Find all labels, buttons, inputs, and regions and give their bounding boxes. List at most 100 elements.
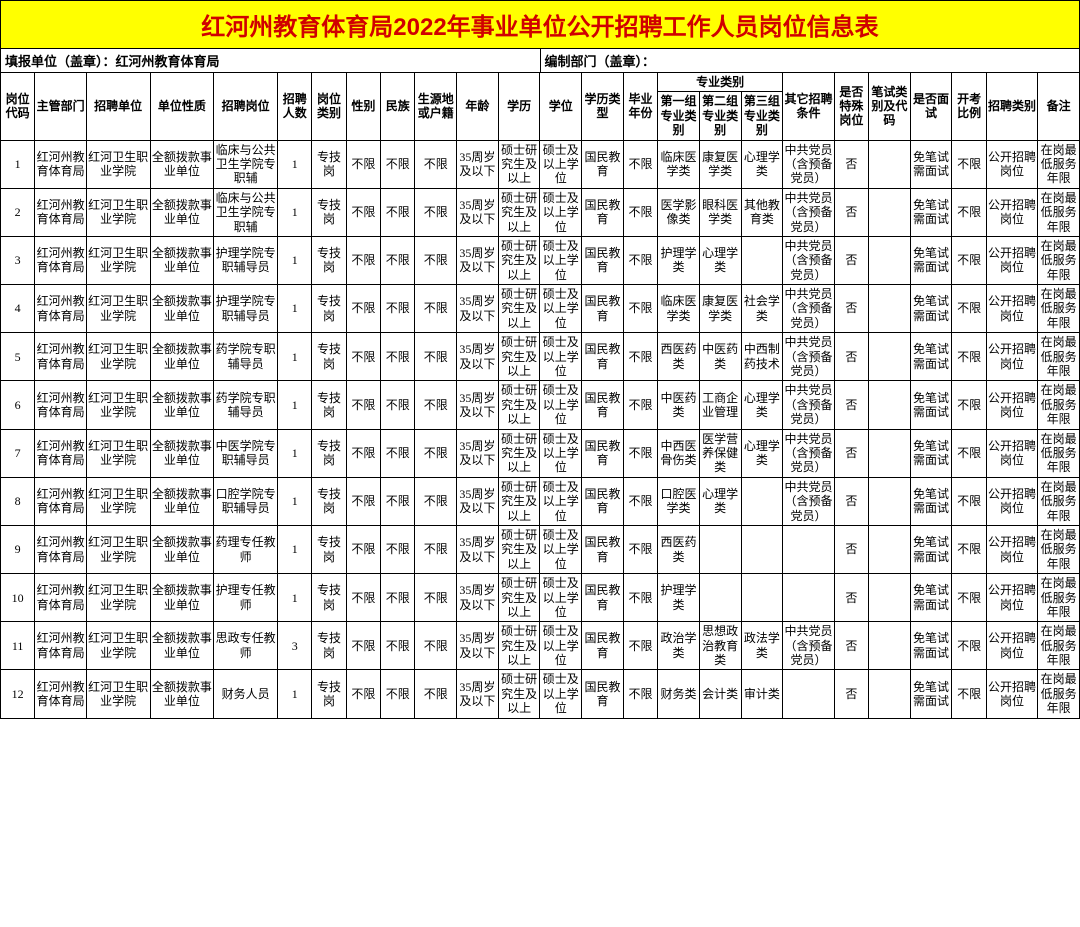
cell-c23: 不限 [952,525,986,573]
cell-c21 [869,333,911,381]
cell-c17 [699,525,741,573]
th-c17: 第二组专业类别 [699,92,741,140]
cell-c2: 红河州教育体育局 [35,188,86,236]
cell-c2: 红河州教育体育局 [35,429,86,477]
cell-c8: 不限 [346,236,380,284]
cell-c17: 眼科医学类 [699,188,741,236]
cell-c10: 不限 [415,285,457,333]
cell-c18: 心理学类 [741,140,783,188]
cell-c25: 在岗最低服务年限 [1038,477,1080,525]
meta-left: 填报单位（盖章）：红河州教育体育局 [1,49,540,72]
cell-c4: 全额拨款事业单位 [150,525,214,573]
cell-c18: 中西制药技术 [741,333,783,381]
cell-c17: 心理学类 [699,236,741,284]
cell-c13: 硕士及以上学位 [540,525,582,573]
cell-c10: 不限 [415,333,457,381]
cell-c11: 35周岁及以下 [457,525,499,573]
cell-c6: 1 [278,525,312,573]
cell-c16: 西医药类 [658,333,700,381]
cell-c6: 1 [278,333,312,381]
cell-c17 [699,574,741,622]
cell-c9: 不限 [381,670,415,718]
cell-c13: 硕士及以上学位 [540,477,582,525]
cell-c8: 不限 [346,140,380,188]
cell-c20: 否 [834,381,868,429]
cell-c6: 1 [278,140,312,188]
table-row: 2红河州教育体育局红河卫生职业学院全额拨款事业单位临床与公共卫生学院专职辅1专技… [1,188,1080,236]
cell-c17: 工商企业管理 [699,381,741,429]
table-row: 4红河州教育体育局红河卫生职业学院全额拨款事业单位护理学院专职辅导员1专技岗不限… [1,285,1080,333]
table-row: 11红河州教育体育局红河卫生职业学院全额拨款事业单位思政专任教师3专技岗不限不限… [1,622,1080,670]
cell-c19: 中共党员（含预备党员） [783,381,834,429]
cell-c5: 护理学院专职辅导员 [214,236,278,284]
th-c11: 年龄 [457,73,499,141]
cell-c14: 国民教育 [582,333,624,381]
cell-c12: 硕士研究生及以上 [498,140,540,188]
cell-c25: 在岗最低服务年限 [1038,574,1080,622]
cell-c14: 国民教育 [582,285,624,333]
cell-c7: 专技岗 [312,622,346,670]
th-c20: 是否特殊岗位 [834,73,868,141]
cell-c2: 红河州教育体育局 [35,477,86,525]
cell-c20: 否 [834,236,868,284]
cell-c7: 专技岗 [312,429,346,477]
cell-c1: 10 [1,574,35,622]
cell-c8: 不限 [346,670,380,718]
cell-c12: 硕士研究生及以上 [498,525,540,573]
cell-c16: 口腔医学类 [658,477,700,525]
cell-c6: 3 [278,622,312,670]
cell-c19: 中共党员（含预备党员） [783,140,834,188]
th-c19: 其它招聘条件 [783,73,834,141]
table-body: 1红河州教育体育局红河卫生职业学院全额拨款事业单位临床与公共卫生学院专职辅1专技… [1,140,1080,718]
cell-c2: 红河州教育体育局 [35,622,86,670]
th-c4: 单位性质 [150,73,214,141]
cell-c4: 全额拨款事业单位 [150,477,214,525]
cell-c11: 35周岁及以下 [457,574,499,622]
cell-c7: 专技岗 [312,140,346,188]
cell-c8: 不限 [346,622,380,670]
cell-c15: 不限 [623,381,657,429]
cell-c16: 临床医学类 [658,285,700,333]
th-c10: 生源地或户籍 [415,73,457,141]
cell-c16: 政治学类 [658,622,700,670]
cell-c23: 不限 [952,477,986,525]
cell-c21 [869,429,911,477]
cell-c7: 专技岗 [312,333,346,381]
cell-c23: 不限 [952,574,986,622]
cell-c4: 全额拨款事业单位 [150,236,214,284]
table-row: 3红河州教育体育局红河卫生职业学院全额拨款事业单位护理学院专职辅导员1专技岗不限… [1,236,1080,284]
cell-c6: 1 [278,381,312,429]
cell-c10: 不限 [415,381,457,429]
cell-c18: 审计类 [741,670,783,718]
th-c14: 学历类型 [582,73,624,141]
cell-c22: 免笔试需面试 [910,429,952,477]
cell-c13: 硕士及以上学位 [540,140,582,188]
cell-c3: 红河卫生职业学院 [86,477,150,525]
cell-c25: 在岗最低服务年限 [1038,622,1080,670]
cell-c13: 硕士及以上学位 [540,574,582,622]
cell-c3: 红河卫生职业学院 [86,285,150,333]
cell-c15: 不限 [623,333,657,381]
table-row: 10红河州教育体育局红河卫生职业学院全额拨款事业单位护理专任教师1专技岗不限不限… [1,574,1080,622]
cell-c14: 国民教育 [582,622,624,670]
cell-c12: 硕士研究生及以上 [498,188,540,236]
cell-c23: 不限 [952,381,986,429]
cell-c25: 在岗最低服务年限 [1038,285,1080,333]
cell-c9: 不限 [381,381,415,429]
cell-c18: 社会学类 [741,285,783,333]
cell-c12: 硕士研究生及以上 [498,381,540,429]
cell-c13: 硕士及以上学位 [540,429,582,477]
th-c22: 是否面试 [910,73,952,141]
cell-c11: 35周岁及以下 [457,477,499,525]
cell-c12: 硕士研究生及以上 [498,285,540,333]
cell-c1: 6 [1,381,35,429]
cell-c24: 公开招聘岗位 [986,622,1037,670]
cell-c22: 免笔试需面试 [910,333,952,381]
cell-c6: 1 [278,477,312,525]
cell-c12: 硕士研究生及以上 [498,574,540,622]
cell-c3: 红河卫生职业学院 [86,622,150,670]
cell-c7: 专技岗 [312,525,346,573]
th-c24: 招聘类别 [986,73,1037,141]
cell-c19: 中共党员（含预备党员） [783,622,834,670]
cell-c8: 不限 [346,381,380,429]
